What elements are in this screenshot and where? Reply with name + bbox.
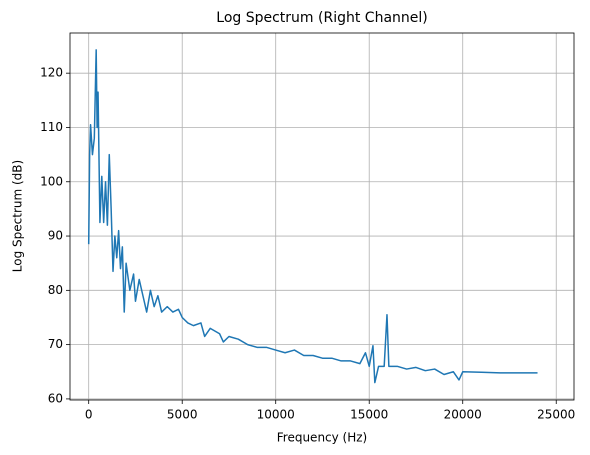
y-tick-label: 110: [40, 120, 63, 134]
x-tick-label: 5000: [167, 408, 198, 422]
y-tick-label: 80: [48, 283, 63, 297]
y-tick-label: 90: [48, 229, 63, 243]
y-tick-label: 100: [40, 174, 63, 188]
plot-frame: [69, 32, 575, 401]
y-tick-label: 120: [40, 66, 63, 80]
x-tick-label: 20000: [444, 408, 482, 422]
x-tick-label: 25000: [537, 408, 575, 422]
data-line: [87, 49, 538, 384]
y-tick-label: 70: [48, 337, 63, 351]
x-tick-label: 0: [85, 408, 93, 422]
y-tick-label: 60: [48, 391, 63, 405]
x-axis-label: Frequency (Hz): [277, 431, 368, 445]
x-tick-label: 10000: [257, 408, 295, 422]
x-tick-label: 15000: [350, 408, 388, 422]
y-axis-label: Log Spectrum (dB): [11, 160, 25, 272]
chart-title: Log Spectrum (Right Channel): [216, 10, 427, 26]
